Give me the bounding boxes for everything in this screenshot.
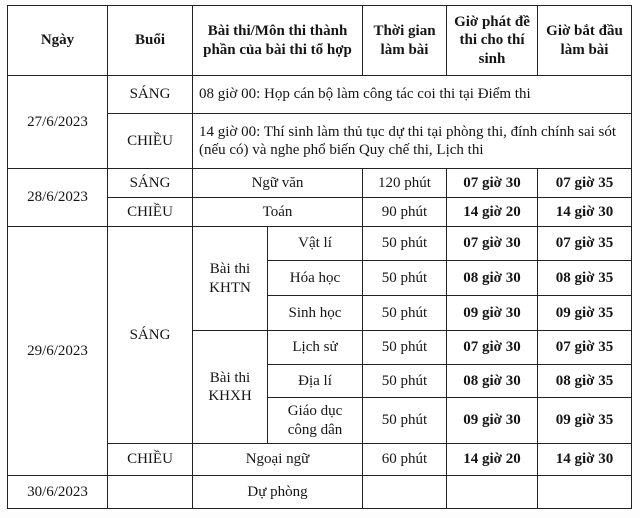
exam-cell: Toán <box>192 197 363 227</box>
start-time-cell: 09 giờ 35 <box>537 397 632 444</box>
subject-cell: Lịch sử <box>267 330 363 365</box>
session-cell: CHIỀU <box>107 197 193 227</box>
col-header-handout: Giờ phát đề thi cho thí sinh <box>446 5 538 76</box>
start-time-cell: 08 giờ 35 <box>537 260 632 296</box>
duration-cell: 90 phút <box>362 197 447 227</box>
col-header-date: Ngày <box>7 5 108 76</box>
handout-time-cell: 08 giờ 30 <box>446 260 538 296</box>
duration-cell: 50 phút <box>362 364 447 398</box>
handout-time-cell: 07 giờ 30 <box>446 226 538 261</box>
table-row: Địa lí 50 phút 08 giờ 30 08 giờ 35 <box>8 364 632 398</box>
activity-note-cell: 08 giờ 00: Họp cán bộ làm công tác coi t… <box>192 75 632 114</box>
empty-cell <box>537 475 632 509</box>
table-row: 28/6/2023 SÁNG Ngữ văn 120 phút 07 giờ 3… <box>7 168 632 227</box>
session-cell: SÁNG <box>107 168 193 198</box>
date-cell: 30/6/2023 <box>7 475 108 509</box>
handout-time-cell: 07 giờ 30 <box>446 168 538 198</box>
empty-cell <box>446 475 538 509</box>
col-header-exam: Bài thi/Môn thi thành phần của bài thi t… <box>192 5 363 76</box>
exam-cell: Ngoại ngữ <box>192 443 363 476</box>
start-time-cell: 07 giờ 35 <box>537 168 632 198</box>
exam-cell: Ngữ văn <box>192 168 363 198</box>
duration-cell: 50 phút <box>362 226 447 261</box>
duration-cell: 50 phút <box>362 260 447 296</box>
session-cell: SÁNG <box>107 75 193 114</box>
table-row: Giáo dục công dân 50 phút 09 giờ 30 09 g… <box>8 397 632 444</box>
date-cell: 27/6/2023 <box>7 75 108 169</box>
duration-cell: 50 phút <box>362 397 447 444</box>
header-row: Ngày Buổi Bài thi/Môn thi thành phần của… <box>7 5 632 76</box>
table-row: CHIỀU Toán 90 phút 14 giờ 20 14 giờ 30 <box>8 197 632 227</box>
handout-time-cell: 14 giờ 20 <box>446 197 538 227</box>
exam-group-cell: Bài thi KHXH <box>192 330 268 444</box>
duration-cell: 50 phút <box>362 330 447 365</box>
duration-cell: 50 phút <box>362 295 447 331</box>
handout-time-cell: 07 giờ 30 <box>446 330 538 365</box>
start-time-cell: 09 giờ 35 <box>537 295 632 331</box>
start-time-cell: 08 giờ 35 <box>537 364 632 398</box>
subject-cell: Địa lí <box>267 364 363 398</box>
start-time-cell: 14 giờ 30 <box>537 443 632 476</box>
col-header-duration: Thời gian làm bài <box>362 5 447 76</box>
exam-schedule-table: Ngày Buổi Bài thi/Môn thi thành phần của… <box>7 5 632 509</box>
subject-cell: Vật lí <box>267 226 363 261</box>
exam-group-cell: Bài thi KHTN <box>192 226 268 331</box>
start-time-cell: 07 giờ 35 <box>537 226 632 261</box>
table-row: 30/6/2023 Dự phòng <box>7 475 632 509</box>
handout-time-cell: 09 giờ 30 <box>446 295 538 331</box>
col-header-start: Giờ bắt đầu làm bài <box>537 5 632 76</box>
handout-time-cell: 08 giờ 30 <box>446 364 538 398</box>
table-row: 29/6/2023 SÁNG Bài thi KHTN Vật lí 50 ph… <box>7 226 632 476</box>
start-time-cell: 14 giờ 30 <box>537 197 632 227</box>
table-row: 27/6/2023 SÁNG 08 giờ 00: Họp cán bộ làm… <box>7 75 632 169</box>
duration-cell: 120 phút <box>362 168 447 198</box>
activity-note-cell: 14 giờ 00: Thí sinh làm thủ tục dự thi t… <box>192 113 632 169</box>
table-row: CHIỀU Ngoại ngữ 60 phút 14 giờ 20 14 giờ… <box>8 443 632 476</box>
session-cell: SÁNG <box>107 226 193 444</box>
handout-time-cell: 09 giờ 30 <box>446 397 538 444</box>
subject-cell: Sinh học <box>267 295 363 331</box>
date-cell: 29/6/2023 <box>7 226 108 476</box>
session-cell: CHIỀU <box>107 443 193 476</box>
exam-cell: Dự phòng <box>192 475 363 509</box>
start-time-cell: 07 giờ 35 <box>537 330 632 365</box>
table-row: CHIỀU 14 giờ 00: Thí sinh làm thủ tục dự… <box>8 113 632 169</box>
subject-cell: Hóa học <box>267 260 363 296</box>
subject-cell: Giáo dục công dân <box>267 397 363 444</box>
col-header-session: Buổi <box>107 5 193 76</box>
duration-cell: 60 phút <box>362 443 447 476</box>
table-row: Sinh học 50 phút 09 giờ 30 09 giờ 35 <box>8 295 632 331</box>
date-cell: 28/6/2023 <box>7 168 108 227</box>
handout-time-cell: 14 giờ 20 <box>446 443 538 476</box>
table-row: Hóa học 50 phút 08 giờ 30 08 giờ 35 <box>8 260 632 296</box>
table-row: Bài thi KHXH Lịch sử 50 phút 07 giờ 30 0… <box>8 330 632 444</box>
session-cell <box>107 475 193 509</box>
empty-cell <box>362 475 447 509</box>
session-cell: CHIỀU <box>107 113 193 169</box>
